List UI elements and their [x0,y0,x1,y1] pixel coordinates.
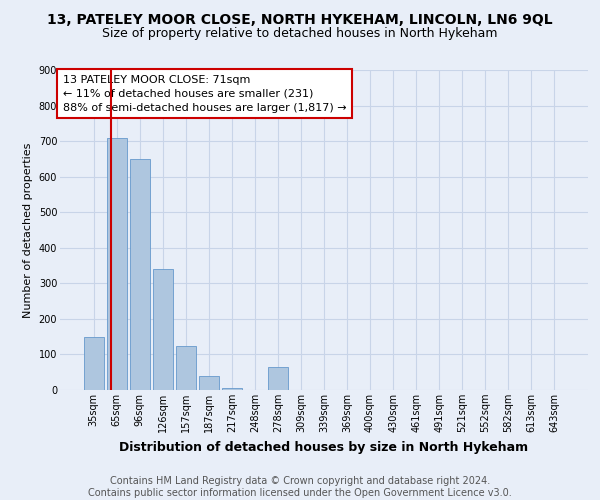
X-axis label: Distribution of detached houses by size in North Hykeham: Distribution of detached houses by size … [119,440,529,454]
Bar [107,138,127,390]
Bar [222,388,242,390]
Bar [84,336,104,390]
Text: Size of property relative to detached houses in North Hykeham: Size of property relative to detached ho… [102,28,498,40]
Bar [176,346,196,390]
Bar [130,159,149,390]
Y-axis label: Number of detached properties: Number of detached properties [23,142,33,318]
Bar [268,367,288,390]
Bar [199,376,218,390]
Text: 13 PATELEY MOOR CLOSE: 71sqm
← 11% of detached houses are smaller (231)
88% of s: 13 PATELEY MOOR CLOSE: 71sqm ← 11% of de… [62,75,346,113]
Bar [153,269,173,390]
Text: Contains HM Land Registry data © Crown copyright and database right 2024.
Contai: Contains HM Land Registry data © Crown c… [88,476,512,498]
Text: 13, PATELEY MOOR CLOSE, NORTH HYKEHAM, LINCOLN, LN6 9QL: 13, PATELEY MOOR CLOSE, NORTH HYKEHAM, L… [47,12,553,26]
